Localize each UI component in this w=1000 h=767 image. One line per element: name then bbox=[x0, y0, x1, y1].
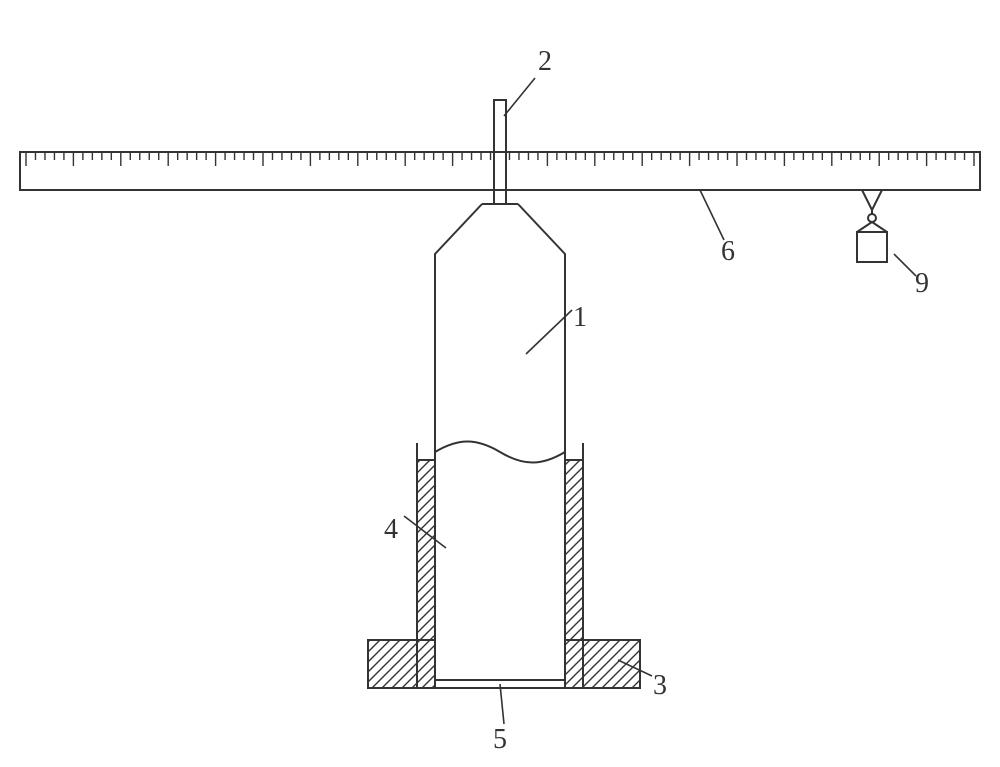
hanging-weight bbox=[857, 190, 887, 262]
label-6: 6 bbox=[721, 236, 735, 267]
sleeve bbox=[417, 442, 583, 641]
label-4: 4 bbox=[384, 514, 398, 545]
label-3: 3 bbox=[653, 670, 667, 701]
tube-body bbox=[435, 204, 565, 640]
label-5: 5 bbox=[493, 724, 507, 755]
label-9: 9 bbox=[915, 268, 929, 299]
label-1: 1 bbox=[573, 302, 587, 333]
label-2: 2 bbox=[538, 46, 552, 77]
